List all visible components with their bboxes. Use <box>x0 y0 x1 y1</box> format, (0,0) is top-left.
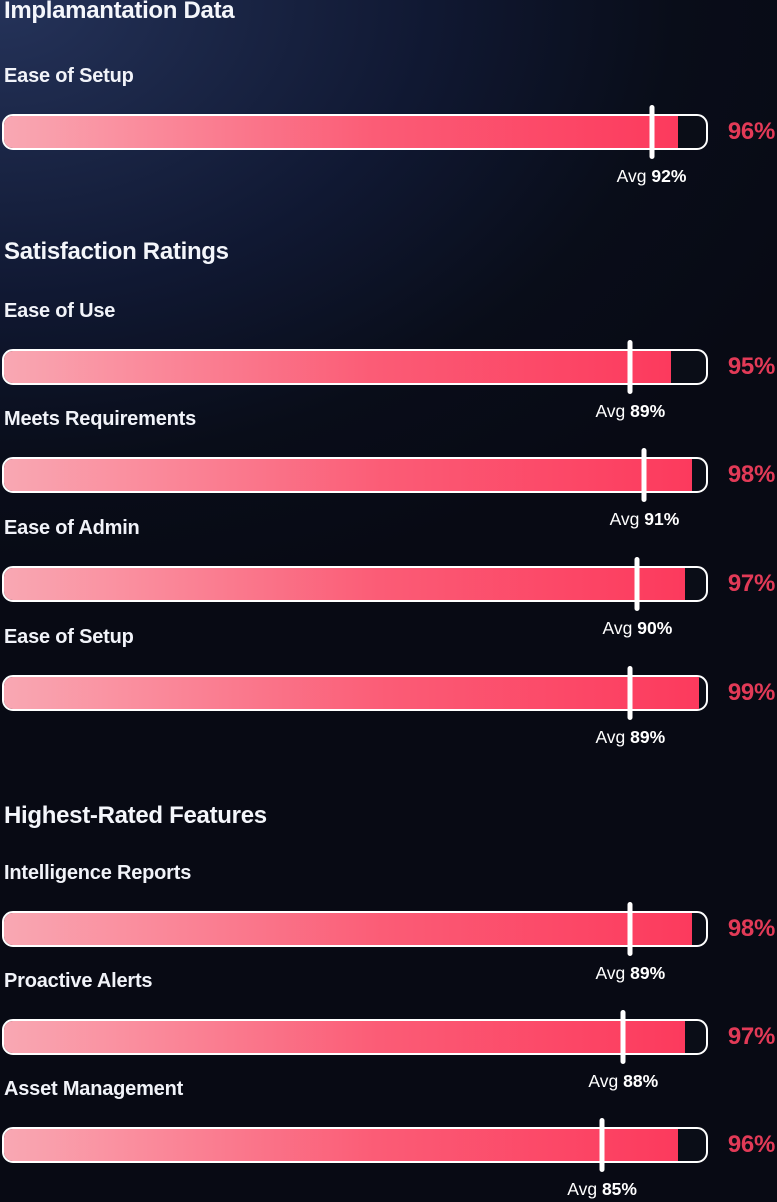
value-label: 97% <box>727 570 775 597</box>
rating-row: Ease of Setup 99% Avg 89% <box>0 625 777 748</box>
avg-prefix: Avg <box>595 963 626 983</box>
metric-label: Asset Management <box>4 1078 184 1100</box>
bar-fill <box>4 1021 685 1053</box>
avg-prefix: Avg <box>602 618 633 638</box>
rating-bar <box>2 911 708 947</box>
avg-value: 89% <box>630 963 666 983</box>
value-label: 96% <box>727 118 775 145</box>
bar-fill <box>4 1129 678 1161</box>
rating-bar <box>2 457 708 493</box>
bar-fill <box>4 568 685 600</box>
avg-value: 91% <box>644 509 680 529</box>
avg-prefix: Avg <box>595 727 626 747</box>
avg-prefix: Avg <box>609 509 640 529</box>
metric-label: Ease of Setup <box>4 626 134 648</box>
section-title: Implamantation Data <box>4 0 235 24</box>
average-label: Avg 91% <box>610 508 680 530</box>
value-label: 99% <box>727 679 775 706</box>
value-label: 98% <box>727 461 775 488</box>
rating-bar <box>2 1019 708 1055</box>
avg-value: 90% <box>637 618 673 638</box>
avg-value: 92% <box>651 166 687 186</box>
average-label: Avg 92% <box>617 165 687 187</box>
avg-prefix: Avg <box>595 401 626 421</box>
rating-row: Meets Requirements 98% Avg 91% <box>0 407 777 530</box>
average-label: Avg 88% <box>588 1070 658 1092</box>
metric-label: Ease of Admin <box>4 517 140 539</box>
average-label: Avg 89% <box>595 400 665 422</box>
avg-prefix: Avg <box>616 166 647 186</box>
avg-value: 89% <box>630 401 666 421</box>
avg-value: 85% <box>601 1179 637 1199</box>
rating-bar <box>2 675 708 711</box>
rating-row: Ease of Admin 97% Avg 90% <box>0 516 777 639</box>
avg-prefix: Avg <box>588 1071 619 1091</box>
value-label: 98% <box>727 915 775 942</box>
value-label: 95% <box>727 353 775 380</box>
metric-label: Intelligence Reports <box>4 862 192 884</box>
average-label: Avg 90% <box>603 617 673 639</box>
bar-fill <box>4 913 692 945</box>
metric-label: Proactive Alerts <box>4 970 153 992</box>
rating-bar <box>2 114 708 150</box>
average-marker <box>649 105 655 159</box>
rating-row: Proactive Alerts 97% Avg 88% <box>0 969 777 1092</box>
rating-bar <box>2 349 708 385</box>
average-marker <box>641 448 647 502</box>
average-marker <box>599 1118 605 1172</box>
section-title: Highest-Rated Features <box>4 802 267 829</box>
bar-fill <box>4 677 699 709</box>
rating-bar <box>2 1127 708 1163</box>
bar-fill <box>4 351 671 383</box>
average-marker <box>634 557 640 611</box>
value-label: 97% <box>727 1023 775 1050</box>
avg-value: 88% <box>623 1071 659 1091</box>
average-label: Avg 89% <box>595 726 665 748</box>
metric-label: Meets Requirements <box>4 408 197 430</box>
bar-fill <box>4 459 692 491</box>
section-title: Satisfaction Ratings <box>4 238 229 265</box>
metric-label: Ease of Setup <box>4 65 134 87</box>
average-label: Avg 85% <box>567 1178 637 1200</box>
metric-label: Ease of Use <box>4 300 116 322</box>
rating-row: Ease of Use 95% Avg 89% <box>0 299 777 422</box>
average-marker <box>627 340 633 394</box>
bar-fill <box>4 116 678 148</box>
average-marker <box>627 902 633 956</box>
rating-row: Asset Management 96% Avg 85% <box>0 1077 777 1200</box>
average-label: Avg 89% <box>595 962 665 984</box>
average-marker <box>620 1010 626 1064</box>
avg-prefix: Avg <box>567 1179 598 1199</box>
rating-row: Ease of Setup 96% Avg 92% <box>0 64 777 187</box>
rating-row: Intelligence Reports 98% Avg 89% <box>0 861 777 984</box>
rating-bar <box>2 566 708 602</box>
average-marker <box>627 666 633 720</box>
avg-value: 89% <box>630 727 666 747</box>
value-label: 96% <box>727 1131 775 1158</box>
